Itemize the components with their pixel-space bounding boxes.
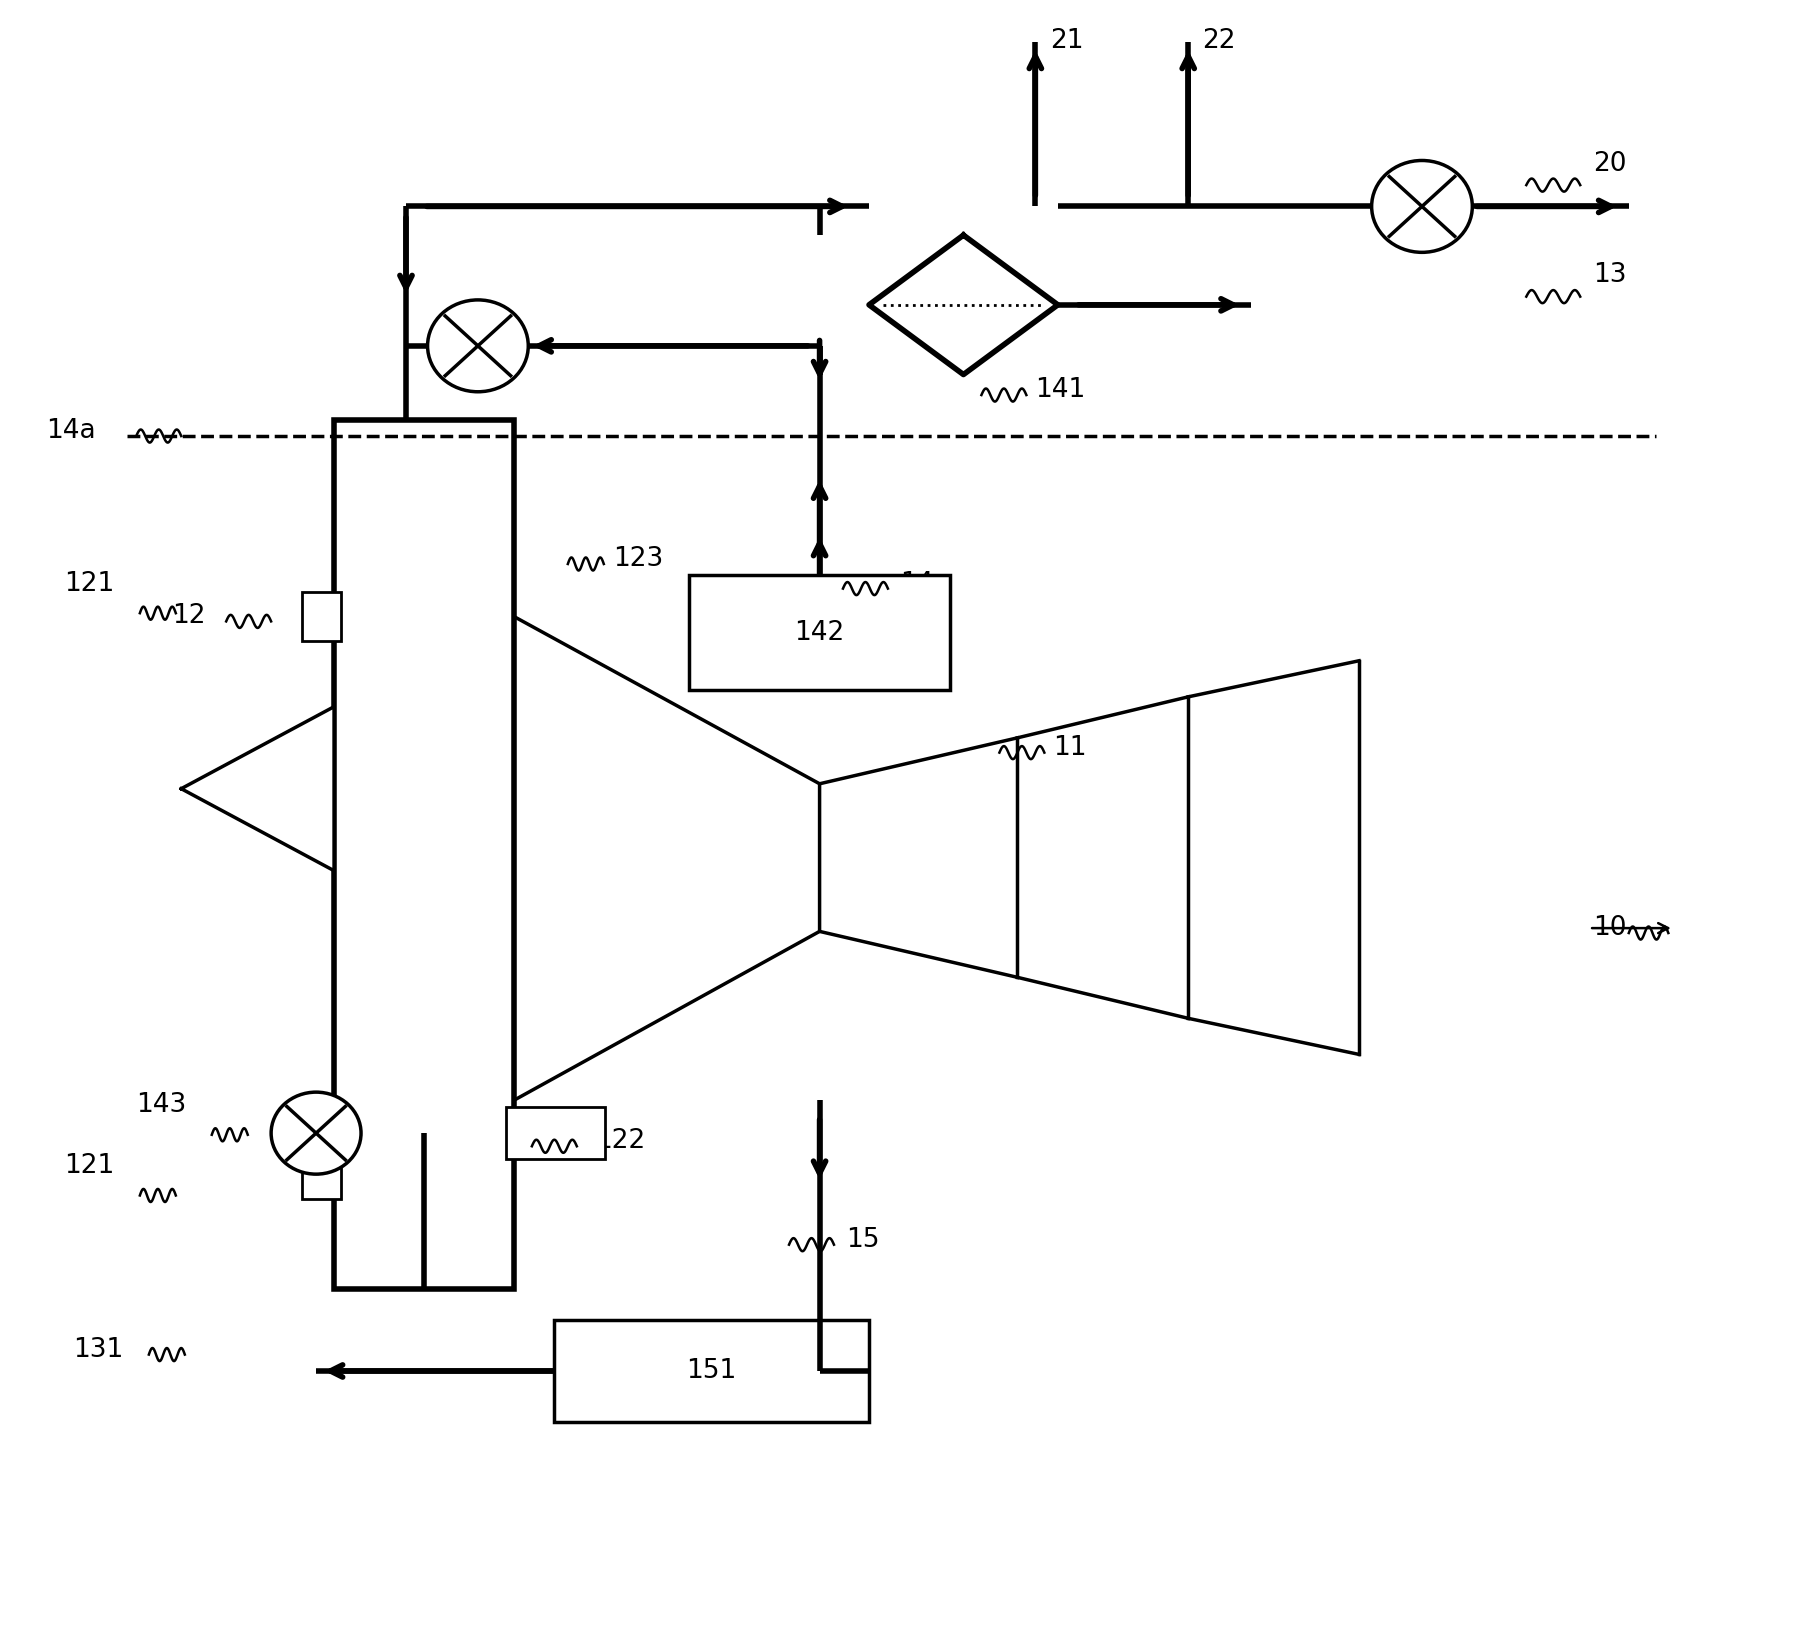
Polygon shape — [870, 235, 1057, 375]
Text: 151: 151 — [686, 1359, 737, 1383]
Text: 15: 15 — [846, 1227, 881, 1252]
Text: 10: 10 — [1592, 915, 1626, 941]
Circle shape — [272, 1093, 360, 1175]
Text: 11: 11 — [1054, 734, 1086, 761]
Polygon shape — [182, 706, 333, 871]
Text: 123: 123 — [612, 545, 663, 572]
Text: 143: 143 — [137, 1093, 187, 1119]
Polygon shape — [819, 738, 1018, 978]
Text: 142: 142 — [794, 619, 845, 646]
Text: 141: 141 — [1036, 378, 1086, 403]
Text: 121: 121 — [65, 1153, 115, 1180]
Text: 14a: 14a — [47, 417, 95, 444]
Text: 20: 20 — [1592, 151, 1626, 177]
Polygon shape — [1189, 660, 1360, 1055]
Bar — [303, 591, 340, 641]
Text: 21: 21 — [1050, 28, 1082, 54]
Text: 14: 14 — [900, 570, 935, 596]
Circle shape — [1372, 161, 1473, 253]
Text: 122: 122 — [594, 1129, 645, 1155]
Bar — [690, 575, 949, 690]
Bar — [303, 1150, 340, 1199]
Bar — [506, 1107, 605, 1160]
Circle shape — [427, 301, 528, 391]
Text: 13: 13 — [1592, 263, 1626, 289]
Text: 12: 12 — [173, 603, 205, 629]
Text: 121: 121 — [65, 570, 115, 596]
Text: 131: 131 — [74, 1337, 124, 1362]
Bar — [333, 419, 513, 1290]
Text: 22: 22 — [1203, 28, 1235, 54]
Polygon shape — [513, 616, 819, 1101]
Bar — [555, 1319, 870, 1421]
Polygon shape — [1018, 697, 1189, 1019]
